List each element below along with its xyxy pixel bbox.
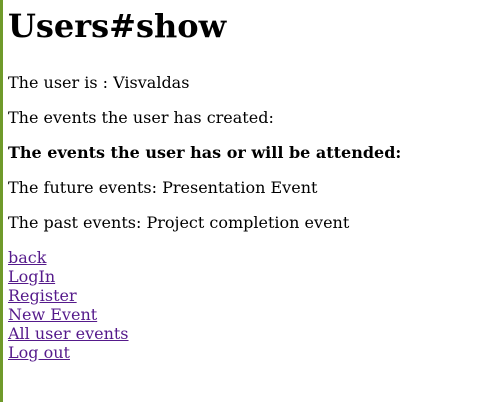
left-border: [0, 0, 3, 402]
login-link[interactable]: LogIn: [8, 267, 56, 286]
nav-links: back LogIn Register New Event All user e…: [8, 248, 489, 362]
back-link[interactable]: back: [8, 248, 47, 267]
register-link[interactable]: Register: [8, 286, 77, 305]
new-event-link[interactable]: New Event: [8, 305, 98, 324]
main-content: Users#show The user is : Visvaldas The e…: [8, 0, 489, 362]
all-user-events-link[interactable]: All user events: [8, 324, 129, 343]
log-out-link[interactable]: Log out: [8, 343, 70, 362]
created-events-text: The events the user has created:: [8, 108, 274, 127]
attended-events-heading: The events the user has or will be atten…: [8, 143, 402, 162]
future-events-text: The future events: Presentation Event: [8, 178, 318, 197]
user-name-text: The user is : Visvaldas: [8, 73, 190, 92]
page-title: Users#show: [8, 7, 227, 45]
past-events-text: The past events: Project completion even…: [8, 213, 350, 232]
